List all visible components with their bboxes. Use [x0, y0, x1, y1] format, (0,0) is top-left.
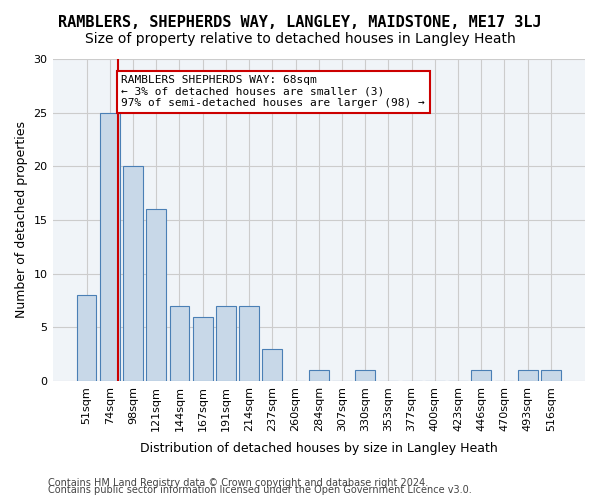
X-axis label: Distribution of detached houses by size in Langley Heath: Distribution of detached houses by size …: [140, 442, 497, 455]
Bar: [77, 295, 97, 381]
Bar: [239, 306, 259, 381]
Y-axis label: Number of detached properties: Number of detached properties: [15, 122, 28, 318]
Bar: [146, 209, 166, 381]
Bar: [472, 370, 491, 381]
Bar: [355, 370, 375, 381]
Text: Size of property relative to detached houses in Langley Heath: Size of property relative to detached ho…: [85, 32, 515, 46]
Bar: [123, 166, 143, 381]
Text: RAMBLERS, SHEPHERDS WAY, LANGLEY, MAIDSTONE, ME17 3LJ: RAMBLERS, SHEPHERDS WAY, LANGLEY, MAIDST…: [58, 15, 542, 30]
Bar: [518, 370, 538, 381]
Bar: [100, 112, 119, 381]
Text: Contains public sector information licensed under the Open Government Licence v3: Contains public sector information licen…: [48, 485, 472, 495]
Bar: [541, 370, 561, 381]
Bar: [193, 316, 212, 381]
Bar: [262, 348, 282, 381]
Bar: [216, 306, 236, 381]
Text: RAMBLERS SHEPHERDS WAY: 68sqm
← 3% of detached houses are smaller (3)
97% of sem: RAMBLERS SHEPHERDS WAY: 68sqm ← 3% of de…: [121, 75, 425, 108]
Text: Contains HM Land Registry data © Crown copyright and database right 2024.: Contains HM Land Registry data © Crown c…: [48, 478, 428, 488]
Bar: [170, 306, 190, 381]
Bar: [309, 370, 329, 381]
